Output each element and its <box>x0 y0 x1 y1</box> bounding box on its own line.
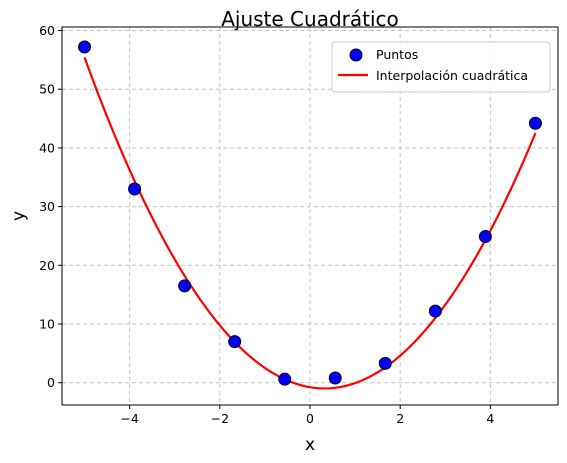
scatter-point <box>178 279 192 293</box>
y-tick-label: 40 <box>39 140 55 155</box>
scatter-point-layer <box>78 40 542 386</box>
x-tick-label: −2 <box>211 411 229 426</box>
y-tick-label: 20 <box>39 258 55 273</box>
legend: Puntos Interpolación cuadrática <box>331 41 551 93</box>
scatter-point <box>228 335 242 349</box>
x-tick-label: 4 <box>486 411 494 426</box>
legend-box <box>331 41 551 93</box>
y-axis-label: y <box>9 211 29 221</box>
scatter-point <box>278 372 292 386</box>
fit-line-layer <box>83 56 537 390</box>
legend-marker-puntos <box>349 48 363 62</box>
grid-layer <box>62 27 558 405</box>
y-tick-label: 0 <box>47 375 55 390</box>
scatter-point <box>478 230 492 244</box>
x-axis-label: x <box>305 435 315 455</box>
y-tick-label: 50 <box>39 82 55 97</box>
scatter-point <box>428 304 442 318</box>
scatter-point <box>328 371 342 385</box>
legend-label-puntos: Puntos <box>376 47 418 62</box>
scatter-point <box>128 182 142 196</box>
x-tick-label: 0 <box>306 411 314 426</box>
x-tick-label: 2 <box>396 411 404 426</box>
y-tick-label: 30 <box>39 199 55 214</box>
scatter-point <box>528 116 542 130</box>
y-tick-label: 10 <box>39 317 55 332</box>
scatter-point <box>378 356 392 370</box>
scatter-point <box>78 40 92 54</box>
fit-line <box>83 56 537 390</box>
x-tick-label: −4 <box>120 411 138 426</box>
legend-label-interpolacion: Interpolación cuadrática <box>376 68 528 83</box>
y-tick-label: 60 <box>39 23 55 38</box>
